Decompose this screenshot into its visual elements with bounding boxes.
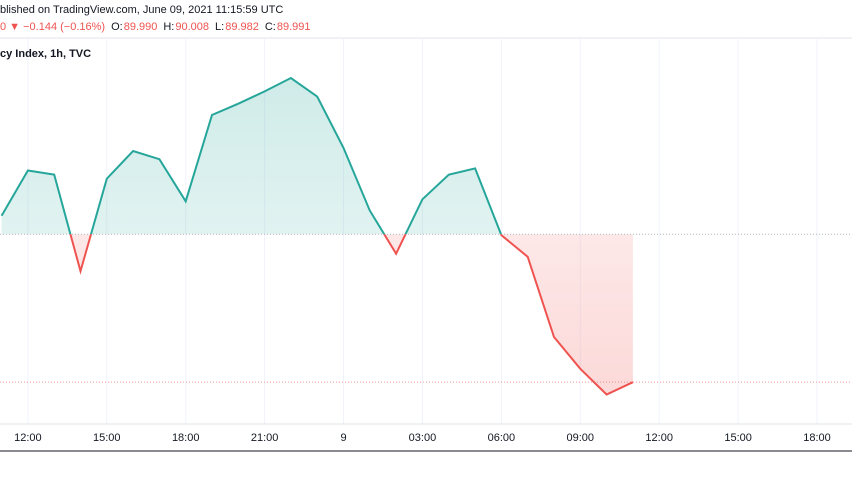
x-tick-label: 03:00 (409, 432, 437, 444)
ohlc-label: L: (215, 21, 224, 33)
ohlc-label: H: (163, 21, 174, 33)
x-tick-label: 18:00 (172, 432, 200, 444)
ohlc-value: 89.982 (225, 21, 259, 33)
ohlc-label: O: (111, 21, 123, 33)
x-tick-label: 21:00 (251, 432, 279, 444)
x-tick-label: 12:00 (645, 432, 673, 444)
ohlc-value: 89.991 (277, 21, 311, 33)
x-tick-label: 06:00 (488, 432, 516, 444)
line-down (69, 234, 634, 396)
area-down (1, 234, 633, 395)
x-tick-label: 15:00 (724, 432, 752, 444)
line-up (0, 76, 503, 235)
x-tick-label: 9 (340, 432, 346, 444)
x-tick-label: 09:00 (567, 432, 595, 444)
published-note: blished on TradingView.com, June 09, 202… (0, 4, 283, 16)
chart-title: cy Index, 1h, TVC (0, 48, 91, 60)
ohlc-value: 90.008 (175, 21, 209, 33)
ohlc-value: 89.990 (124, 21, 158, 33)
area-up (1, 78, 502, 235)
price-change: 0 ▼ −0.144 (−0.16%) (0, 21, 105, 33)
x-tick-label: 15:00 (93, 432, 121, 444)
ohlc-label: C: (265, 21, 276, 33)
x-tick-label: 18:00 (803, 432, 831, 444)
x-tick-label: 12:00 (14, 432, 42, 444)
